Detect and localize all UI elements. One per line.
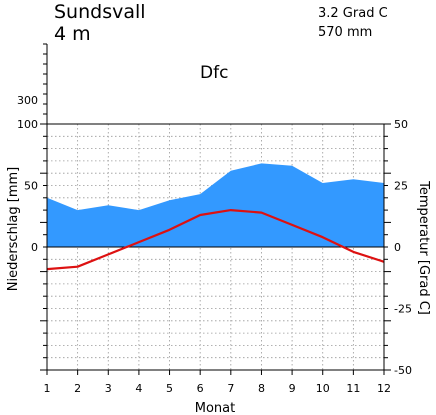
mean-temperature: 3.2 Grad C bbox=[318, 6, 388, 21]
y-axis-label-left: Niederschlag [mm] bbox=[6, 167, 21, 292]
month-label: 10 bbox=[316, 382, 330, 395]
grid-lines bbox=[47, 124, 384, 370]
left-tick-label: 50 bbox=[24, 180, 38, 193]
station-elevation: 4 m bbox=[54, 23, 91, 45]
right-tick-label: -25 bbox=[394, 303, 412, 316]
precipitation-area bbox=[47, 163, 384, 247]
month-label: 5 bbox=[166, 382, 173, 395]
climate-class: Dfc bbox=[200, 63, 228, 83]
month-label: 8 bbox=[258, 382, 265, 395]
right-tick-label: 25 bbox=[394, 180, 408, 193]
month-label: 2 bbox=[74, 382, 81, 395]
left-tick-label: 100 bbox=[17, 118, 38, 131]
x-axis-label: Monat bbox=[195, 401, 235, 415]
left-tick-label: 0 bbox=[31, 241, 38, 254]
month-label: 12 bbox=[377, 382, 391, 395]
month-label: 7 bbox=[227, 382, 234, 395]
month-label: 1 bbox=[44, 382, 51, 395]
annual-precipitation: 570 mm bbox=[318, 25, 372, 40]
station-name: Sundsvall bbox=[54, 1, 146, 23]
right-tick-label: 0 bbox=[394, 241, 401, 254]
y-axis-label-right: Temperatur [Grad C] bbox=[416, 180, 431, 315]
month-label: 11 bbox=[346, 382, 360, 395]
data-layer bbox=[46, 163, 385, 271]
month-label: 4 bbox=[135, 382, 142, 395]
temperature-line bbox=[46, 209, 385, 271]
month-label: 6 bbox=[197, 382, 204, 395]
left-tick-label: 300 bbox=[17, 94, 38, 107]
month-label: 9 bbox=[289, 382, 296, 395]
month-label: 3 bbox=[105, 382, 112, 395]
right-tick-label: -50 bbox=[394, 364, 412, 377]
right-tick-label: 50 bbox=[394, 118, 408, 131]
